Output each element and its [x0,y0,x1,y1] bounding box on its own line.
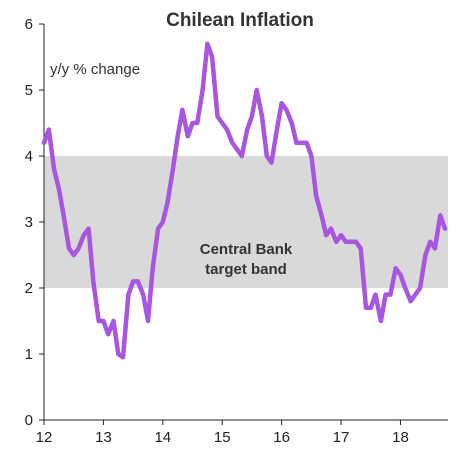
y-axis-label: y/y % change [50,61,140,78]
chart-title: Chilean Inflation [166,10,314,31]
band-label-line2: target band [205,261,287,278]
target-band [44,156,448,288]
x-tick-label: 18 [392,429,409,446]
y-tick-label: 0 [25,412,33,429]
inflation-line [41,41,448,360]
x-tick-label: 12 [36,429,53,446]
x-tick-label: 14 [154,429,171,446]
y-tick-label: 4 [25,148,33,165]
y-tick-label: 6 [25,16,33,33]
y-tick-label: 2 [25,280,33,297]
x-tick-label: 13 [95,429,112,446]
y-tick-label: 1 [25,346,33,363]
x-tick-label: 17 [333,429,350,446]
band-label-line1: Central Bank [200,241,293,258]
x-tick-label: 15 [214,429,231,446]
y-tick-label: 5 [25,82,33,99]
y-tick-label: 3 [25,214,33,231]
x-tick-label: 16 [273,429,290,446]
